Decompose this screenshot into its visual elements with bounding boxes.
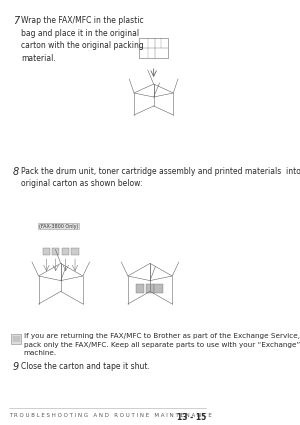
Text: 8: 8 <box>13 167 19 177</box>
Bar <box>154 284 163 293</box>
Text: 9: 9 <box>13 362 19 372</box>
Text: T R O U B L E S H O O T I N G   A N D   R O U T I N E   M A I N T E N A N C E: T R O U B L E S H O O T I N G A N D R O … <box>9 413 211 418</box>
Text: Wrap the FAX/MFC in the plastic
bag and place it in the original
carton with the: Wrap the FAX/MFC in the plastic bag and … <box>21 16 144 62</box>
Text: 7: 7 <box>13 16 19 26</box>
Bar <box>43 248 50 255</box>
Bar <box>52 248 59 255</box>
Bar <box>11 334 21 344</box>
Text: 13 - 15: 13 - 15 <box>176 413 206 422</box>
Bar <box>62 248 69 255</box>
Text: If you are returning the FAX/MFC to Brother as part of the Exchange Service,
pac: If you are returning the FAX/MFC to Brot… <box>24 333 300 356</box>
Text: (FAX-3800 Only): (FAX-3800 Only) <box>39 224 79 229</box>
Text: Pack the drum unit, toner cartridge assembly and printed materials  into the
ori: Pack the drum unit, toner cartridge asse… <box>21 167 300 189</box>
Text: Close the carton and tape it shut.: Close the carton and tape it shut. <box>21 362 150 371</box>
Bar <box>71 248 79 255</box>
Bar <box>146 284 154 293</box>
Bar <box>136 284 144 293</box>
Bar <box>139 38 168 58</box>
